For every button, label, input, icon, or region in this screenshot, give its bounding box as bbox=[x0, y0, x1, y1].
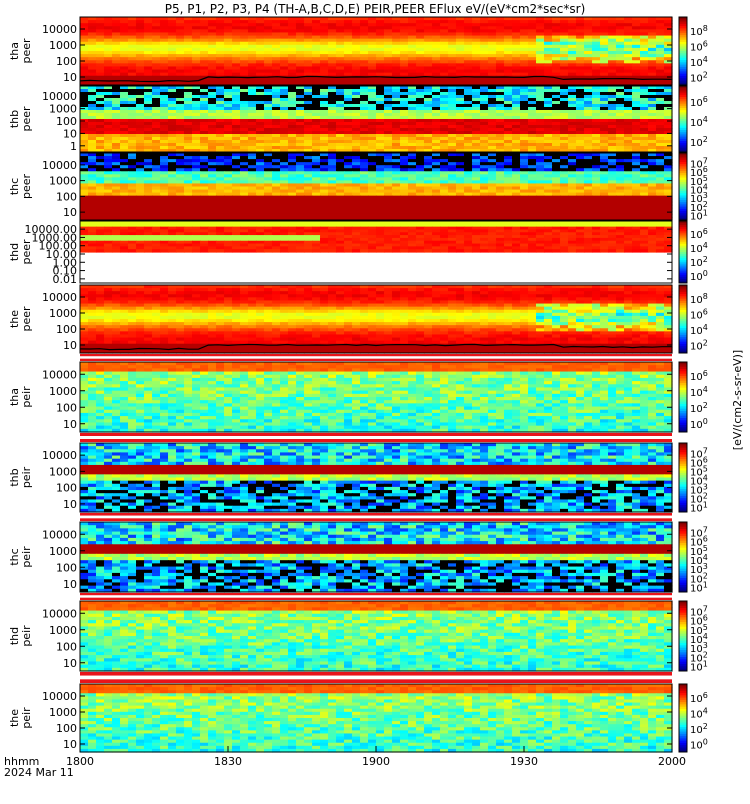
colorbar-tick-label: 104 bbox=[690, 55, 708, 69]
panel-label: peer bbox=[20, 38, 33, 64]
y-tick-label: 100 bbox=[56, 55, 77, 68]
colorbar-tick-label: 102 bbox=[690, 135, 708, 149]
y-tick-label: 10000 bbox=[42, 23, 77, 36]
y-tick-label: 1000 bbox=[49, 39, 77, 52]
colorbar-tick-label: 106 bbox=[690, 39, 708, 53]
colorbar-tick-label: 104 bbox=[690, 115, 708, 129]
colorbar-tick-label: 102 bbox=[690, 70, 708, 84]
y-tick-label: 10 bbox=[63, 71, 77, 84]
colorbar-tick-label: 108 bbox=[690, 24, 708, 38]
y-tick-label: 1 bbox=[70, 140, 77, 153]
y-tick-label: 100 bbox=[56, 115, 77, 128]
y-tick-label: 10 bbox=[63, 206, 77, 219]
y-tick-label: 10 bbox=[63, 127, 77, 140]
colorbar-tick-label: 106 bbox=[690, 95, 708, 109]
chart-title: P5, P1, P2, P3, P4 (TH-A,B,C,D,E) PEIR,P… bbox=[165, 2, 586, 16]
y-tick-label: 1000 bbox=[49, 103, 77, 116]
y-tick-label: 10000 bbox=[42, 90, 77, 103]
colorbar: 102 104 106 bbox=[679, 86, 708, 153]
panel-label: peer bbox=[20, 106, 33, 132]
